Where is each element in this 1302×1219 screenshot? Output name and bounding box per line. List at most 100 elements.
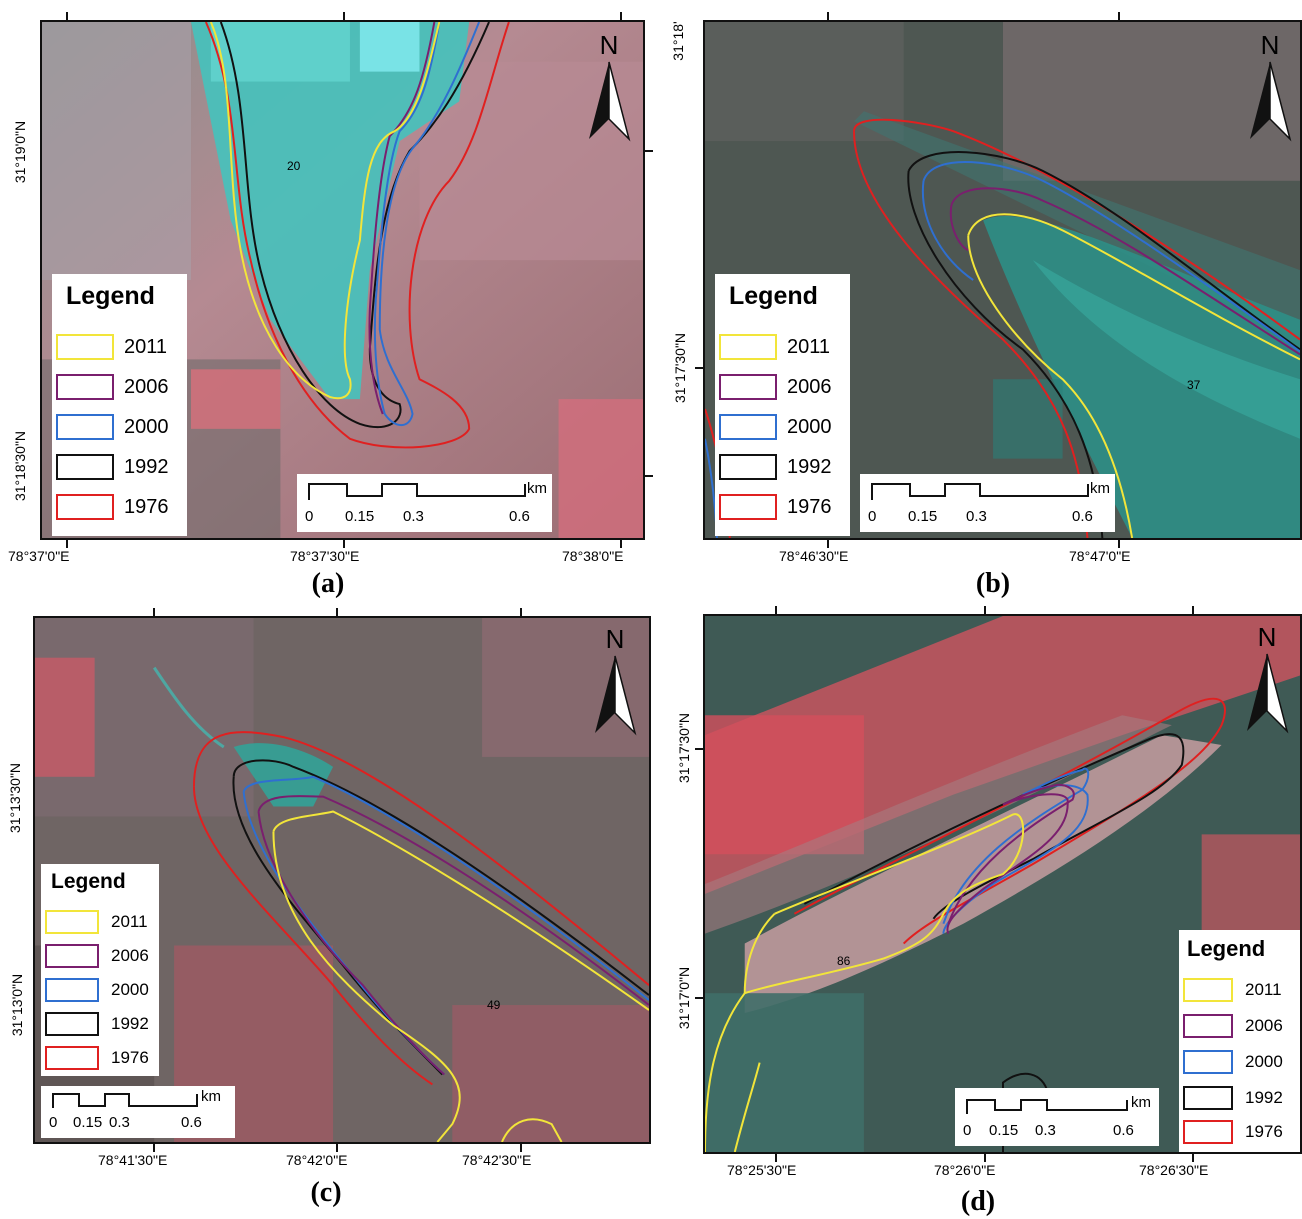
legend-label: 2006: [1245, 1016, 1283, 1035]
scale-tick-label: 0.6: [1072, 508, 1093, 525]
north-letter: N: [1257, 622, 1277, 652]
legend-label: 2011: [1245, 980, 1282, 999]
longitude-label: 78°42'0"E: [286, 1152, 348, 1168]
swatch-1992: [1183, 1086, 1233, 1110]
panel-c: 49 N Legend 2011 2006 2000: [0, 600, 651, 1219]
swatch-2000: [719, 414, 777, 440]
longitude-label: 78°37'0"E: [8, 548, 70, 564]
scale-unit: km: [1131, 1094, 1151, 1111]
swatch-2006: [45, 944, 99, 968]
map-frame-b[interactable]: 37 N Legend 2011 2006 2000: [703, 20, 1302, 540]
north-arrow-icon: [1247, 653, 1289, 734]
tick-top: [1118, 12, 1120, 22]
tick-bottom: [984, 1154, 986, 1162]
legend-title: Legend: [66, 282, 155, 310]
tick-top: [1192, 606, 1194, 616]
swatch-1992: [56, 454, 114, 480]
legend-b: Legend 2011 2006 2000 1992 1976: [715, 274, 850, 536]
scale-tick-label: 0.6: [1113, 1122, 1134, 1139]
legend-label: 1992: [124, 456, 169, 478]
glacier-id-label: 37: [1187, 378, 1201, 392]
legend-label: 1976: [787, 496, 832, 518]
scale-tick-label: 0: [868, 508, 877, 525]
glacier-id-label: 86: [837, 954, 851, 968]
swatch-1992: [719, 454, 777, 480]
latitude-label: 31°18'30"N: [12, 430, 28, 502]
legend-label: 2011: [124, 336, 168, 358]
scale-tick-label: 0: [963, 1122, 972, 1139]
legend-label: 1992: [787, 456, 832, 478]
tick-left: [695, 367, 703, 369]
swatch-1976: [56, 494, 114, 520]
tick-top: [827, 12, 829, 22]
legend-a: Legend 2011 2006 2000 1992 1976: [52, 274, 187, 536]
tick-bottom: [343, 540, 345, 548]
tick-right: [645, 475, 653, 477]
tick-top: [343, 12, 345, 22]
swatch-1976: [45, 1046, 99, 1070]
tick-bottom: [336, 1144, 338, 1152]
panel-b: 37 N Legend 2011 2006 2000: [651, 0, 1302, 600]
latitude-label: 31°19'0"N: [12, 120, 28, 184]
scale-bar-b: km 0 0.15 0.3 0.6: [860, 474, 1115, 532]
legend-label: 2000: [787, 416, 832, 438]
panel-a: 20 N Legend 2011 2006 2000: [0, 0, 653, 600]
scale-unit: km: [201, 1088, 221, 1105]
map-frame-a[interactable]: 20 N Legend 2011 2006 2000: [40, 20, 645, 540]
latitude-label: 31°17'0"N: [676, 966, 692, 1030]
legend-label: 2000: [124, 416, 169, 438]
legend-title: Legend: [51, 870, 126, 893]
latitude-label: 31°17'30"N: [672, 332, 688, 404]
scale-unit: km: [1090, 480, 1110, 497]
legend-label: 2006: [124, 376, 169, 398]
legend-d: Legend 2011 2006 2000 1992 1976: [1179, 930, 1300, 1152]
legend-label: 1992: [111, 1014, 149, 1033]
panel-label-d: (d): [960, 1186, 996, 1217]
scale-bar-d: km 0 0.15 0.3 0.6: [955, 1088, 1159, 1146]
north-arrow: N: [584, 30, 634, 144]
tick-bottom: [775, 1154, 777, 1162]
panel-label-b: (b): [975, 568, 1011, 599]
swatch-2000: [56, 414, 114, 440]
tick-bottom: [66, 540, 68, 548]
scale-tick-label: 0.15: [908, 508, 938, 525]
north-arrow-icon: [589, 61, 631, 142]
tick-top: [984, 606, 986, 616]
map-frame-c[interactable]: 49 N Legend 2011 2006 2000: [33, 616, 651, 1144]
legend-title: Legend: [729, 282, 818, 310]
swatch-2011: [1183, 978, 1233, 1002]
tick-bottom: [1118, 540, 1120, 548]
panel-d: 86 N km 0 0.15 0.3 0.6 Legend 2011: [651, 600, 1302, 1219]
tick-left: [695, 748, 703, 750]
legend-label: 2006: [787, 376, 832, 398]
legend-label: 1976: [1245, 1122, 1283, 1141]
panel-label-c: (c): [310, 1177, 342, 1208]
legend-c: Legend 2011 2006 2000 1992 1976: [41, 864, 159, 1076]
scale-bar-c: km 0 0.15 0.3 0.6: [41, 1086, 235, 1138]
latitude-label: 31°18': [670, 21, 686, 61]
panel-label-a: (a): [311, 568, 345, 599]
longitude-label: 78°46'30"E: [779, 548, 849, 564]
longitude-label: 78°41'30"E: [98, 1152, 168, 1168]
tick-top: [520, 608, 522, 618]
legend-label: 2000: [111, 980, 149, 999]
scale-tick-label: 0.3: [403, 508, 424, 525]
scale-tick-label: 0.3: [1035, 1122, 1056, 1139]
north-arrow: N: [1242, 622, 1292, 736]
longitude-label: 78°38'0"E: [562, 548, 624, 564]
swatch-1976: [719, 494, 777, 520]
tick-top: [153, 608, 155, 618]
scale-tick-label: 0.6: [509, 508, 530, 525]
scale-tick-label: 0.3: [966, 508, 987, 525]
legend-label: 1976: [124, 496, 169, 518]
tick-bottom: [1192, 1154, 1194, 1162]
swatch-1992: [45, 1012, 99, 1036]
scale-tick-label: 0: [305, 508, 314, 525]
swatch-2006: [56, 374, 114, 400]
longitude-label: 78°26'0"E: [934, 1162, 996, 1178]
tick-right: [645, 150, 653, 152]
north-letter: N: [1260, 30, 1280, 60]
tick-top: [66, 12, 68, 22]
north-arrow-icon: [1250, 61, 1292, 142]
map-frame-d[interactable]: 86 N km 0 0.15 0.3 0.6 Legend 2011: [703, 614, 1302, 1154]
